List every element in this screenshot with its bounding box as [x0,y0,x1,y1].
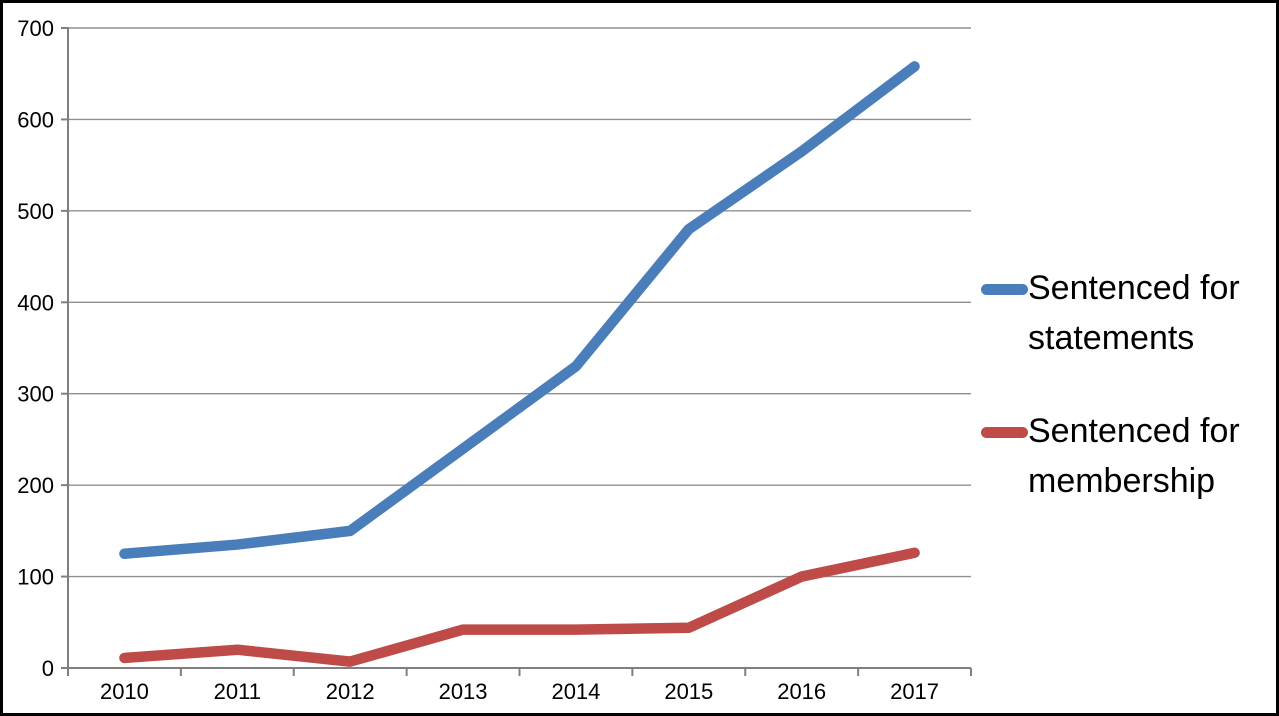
legend-label-statements: Sentenced for statements [1028,269,1240,357]
y-tick-label: 500 [17,199,54,224]
y-tick-label: 200 [17,473,54,498]
x-tick-label-2010: 2010 [100,679,149,704]
legend-entry-statements: Sentenced for statements [981,263,1249,363]
y-tick-label: 100 [17,565,54,590]
x-tick-label-2016: 2016 [777,679,826,704]
series-line-sentenced-for-membership [119,547,920,667]
x-tick-label-2011: 2011 [214,679,261,704]
legend-label-membership: Sentenced for membership [1028,412,1240,500]
legend-swatch-statements-icon [981,284,1028,295]
y-tick-label: 600 [17,107,54,132]
x-tick-label-2014: 2014 [551,679,600,704]
y-tick-label: 0 [42,656,54,681]
y-tick-label: 700 [17,16,54,41]
line-chart-plot: 0 100 200 300 400 500 600 700 2010 2011 2012 2013 20… [17,16,972,704]
x-tick-label-2017: 2017 [890,679,939,704]
series-line-sentenced-for-statements [119,61,920,559]
x-tick-label-2015: 2015 [664,679,713,704]
y-tick-label: 300 [17,382,54,407]
legend-swatch-membership-icon [981,427,1028,438]
x-tick-label-2013: 2013 [439,679,488,704]
y-tick-label: 400 [17,290,54,315]
x-tick-label-2012: 2012 [326,679,375,704]
legend-entry-membership: Sentenced for membership [981,406,1249,506]
